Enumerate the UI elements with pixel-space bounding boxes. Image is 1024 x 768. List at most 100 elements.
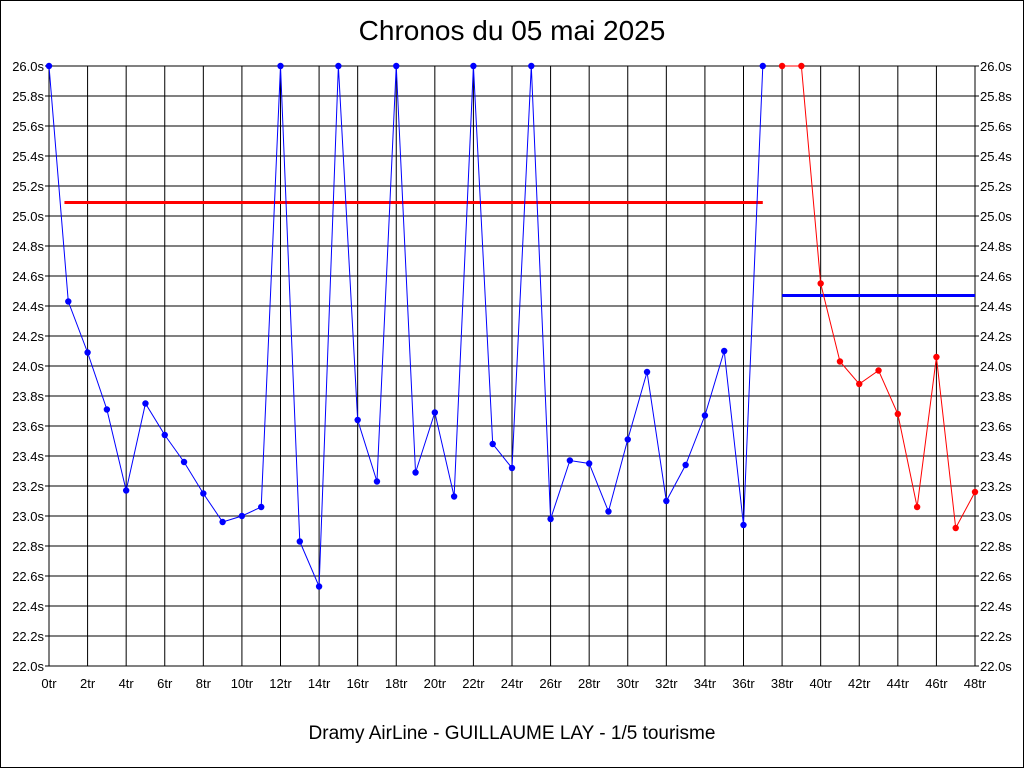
data-point — [238, 512, 246, 520]
x-tick-label: 48tr — [964, 676, 987, 691]
data-point — [663, 497, 670, 505]
data-point — [296, 538, 303, 545]
data-point — [258, 503, 265, 511]
y-tick-label-right: 22.6s — [980, 569, 1012, 584]
y-tick-label-left: 25.6s — [12, 119, 44, 134]
x-tick-label: 22tr — [462, 676, 485, 691]
data-point — [450, 493, 458, 500]
x-tick-label: 16tr — [346, 676, 369, 691]
data-point — [84, 349, 91, 356]
y-tick-label-right: 24.6s — [980, 269, 1012, 284]
chart-footer: Dramy AirLine - GUILLAUME LAY - 1/5 tour… — [308, 723, 716, 744]
data-point — [875, 367, 882, 374]
data-point — [605, 508, 612, 515]
data-point — [643, 368, 651, 376]
y-tick-label-left: 24.2s — [12, 329, 44, 344]
data-point — [335, 62, 342, 70]
y-tick-label-left: 25.4s — [12, 149, 44, 164]
x-tick-label: 24tr — [501, 676, 524, 691]
data-point — [817, 280, 824, 287]
series-layer — [45, 62, 979, 590]
x-tick-label: 42tr — [848, 676, 871, 691]
data-point — [180, 458, 188, 466]
data-point — [219, 518, 226, 526]
y-tick-label-right: 23.2s — [980, 479, 1012, 494]
x-tick-label: 26tr — [539, 676, 562, 691]
x-tick-label: 38tr — [771, 676, 794, 691]
x-tick-label: 36tr — [732, 676, 755, 691]
data-point — [913, 503, 921, 511]
x-tick-label: 10tr — [231, 676, 254, 691]
x-tick-label: 44tr — [887, 676, 910, 691]
x-tick-label: 28tr — [578, 676, 601, 691]
chart-title: Chronos du 05 mai 2025 — [358, 15, 666, 46]
y-tick-label-right: 25.8s — [980, 89, 1012, 104]
y-tick-label-left: 23.0s — [12, 509, 44, 524]
x-tick-label: 0tr — [41, 676, 57, 691]
data-point — [566, 457, 574, 464]
y-tick-label-right: 26.0s — [980, 59, 1012, 74]
y-tick-label-left: 22.0s — [12, 659, 44, 674]
data-point — [856, 380, 863, 388]
data-point — [971, 488, 979, 496]
data-point — [65, 298, 72, 305]
y-tick-label-right: 23.6s — [980, 419, 1012, 434]
x-tick-label: 14tr — [308, 676, 331, 691]
y-tick-label-left: 25.2s — [12, 179, 44, 194]
x-axis-ticks: 0tr 2tr 4tr 6tr 8tr 10tr 12tr 14tr 16tr 18tr 20tr 2… — [41, 676, 986, 691]
data-point — [412, 469, 419, 476]
y-tick-label-right: 24.8s — [980, 239, 1012, 254]
data-point — [103, 406, 111, 413]
series-line-0 — [48, 65, 764, 587]
x-tick-label: 4tr — [119, 676, 135, 691]
y-tick-label-left: 23.2s — [12, 479, 44, 494]
y-tick-label-right: 23.4s — [980, 449, 1012, 464]
data-point — [45, 62, 53, 70]
data-point — [393, 62, 400, 70]
y-tick-label-left: 25.0s — [12, 209, 44, 224]
data-point — [721, 347, 728, 355]
data-point — [836, 358, 844, 365]
data-point — [489, 440, 496, 448]
data-point — [528, 62, 535, 70]
x-tick-label: 18tr — [385, 676, 408, 691]
x-tick-label: 30tr — [617, 676, 640, 691]
y-tick-label-left: 24.0s — [12, 359, 44, 374]
data-point — [933, 353, 940, 361]
data-point — [952, 524, 959, 532]
y-tick-label-left: 24.8s — [12, 239, 44, 254]
y-tick-label-right: 23.8s — [980, 389, 1012, 404]
data-point — [508, 464, 516, 472]
y-tick-label-right: 23.0s — [980, 509, 1012, 524]
data-point — [161, 431, 168, 439]
data-point — [740, 521, 747, 529]
y-tick-label-left: 22.2s — [12, 629, 44, 644]
y-tick-label-left: 22.6s — [12, 569, 44, 584]
y-tick-label-right: 24.2s — [980, 329, 1012, 344]
y-tick-label-right: 22.8s — [980, 539, 1012, 554]
data-point — [122, 487, 130, 494]
data-point — [701, 412, 709, 419]
data-point — [142, 400, 149, 407]
data-point — [547, 515, 554, 523]
data-point — [778, 62, 786, 70]
y-tick-label-right: 22.2s — [980, 629, 1012, 644]
data-point — [277, 62, 284, 70]
x-tick-label: 20tr — [424, 676, 447, 691]
y-tick-label-left: 22.8s — [12, 539, 44, 554]
data-point — [431, 409, 439, 416]
data-point — [894, 410, 902, 418]
x-tick-label: 2tr — [80, 676, 96, 691]
data-point — [315, 583, 323, 590]
y-tick-label-left: 26.0s — [12, 59, 44, 74]
y-axis-ticks: 22.0s 22.0s 22.2s 22.2s 22.4s 22.4s 22.6s 22.6s… — [12, 59, 1012, 674]
y-tick-label-left: 23.4s — [12, 449, 44, 464]
y-tick-label-left: 24.4s — [12, 299, 44, 314]
y-tick-label-left: 23.6s — [12, 419, 44, 434]
x-tick-label: 32tr — [655, 676, 678, 691]
reference-lines — [64, 201, 975, 297]
data-point — [798, 62, 805, 70]
data-point — [200, 490, 207, 497]
x-tick-label: 40tr — [809, 676, 832, 691]
